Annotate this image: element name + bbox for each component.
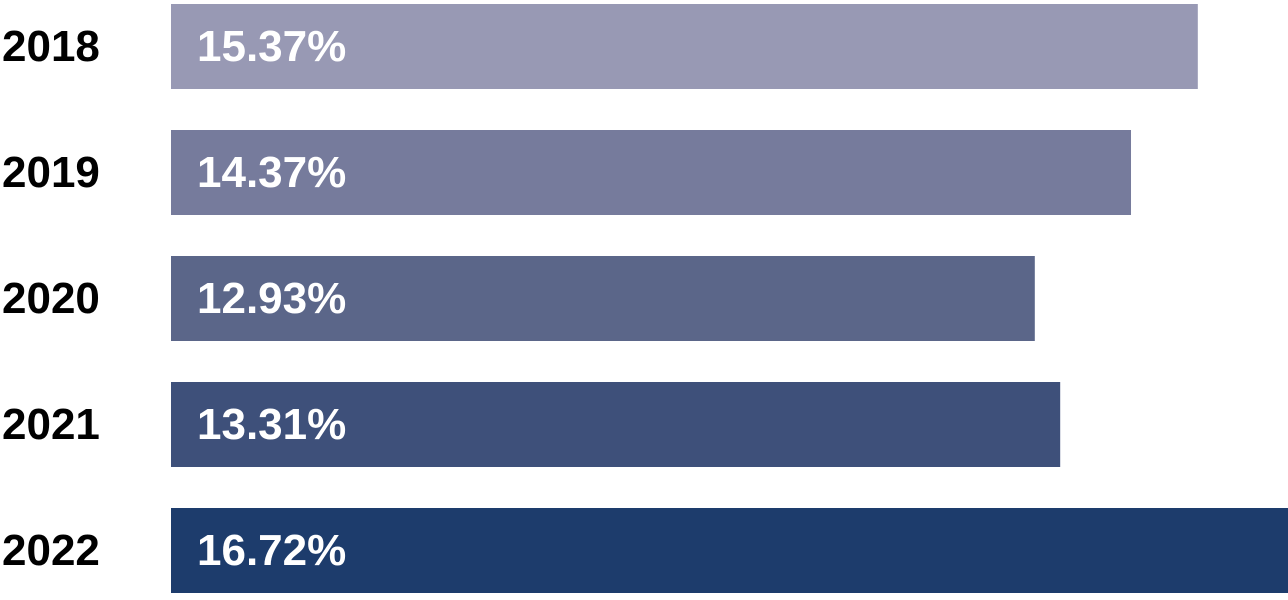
bar [171, 508, 1288, 593]
value-label: 12.93% [197, 274, 346, 323]
bar [171, 130, 1132, 215]
category-label: 2021 [2, 400, 100, 449]
value-label: 16.72% [197, 526, 346, 575]
category-label: 2019 [2, 148, 100, 197]
category-label: 2022 [2, 526, 100, 575]
category-label: 2020 [2, 274, 100, 323]
bar [171, 382, 1061, 467]
value-label: 13.31% [197, 400, 346, 449]
category-label: 2018 [2, 22, 100, 71]
bar [171, 4, 1198, 89]
value-label: 15.37% [197, 22, 346, 71]
value-label: 14.37% [197, 148, 346, 197]
bar [171, 256, 1035, 341]
